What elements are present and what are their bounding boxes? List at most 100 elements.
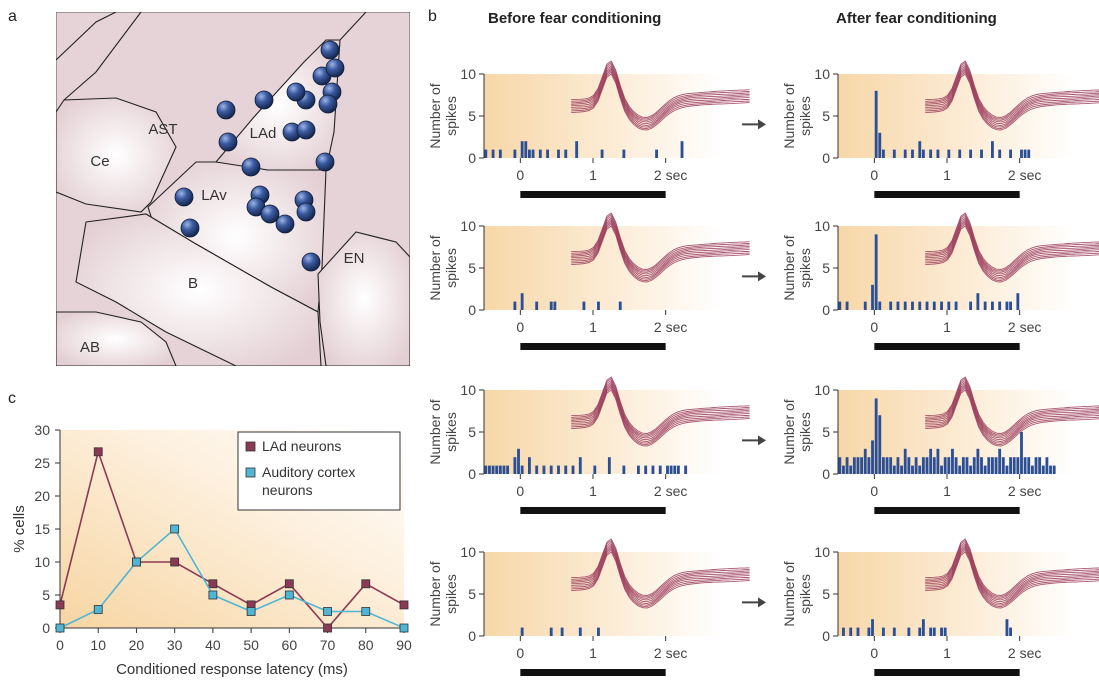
spike-bar: [1041, 465, 1045, 474]
neuron-dot-icon: [254, 90, 274, 110]
y-axis-label: Number of: [781, 83, 797, 148]
spike-bar: [987, 457, 991, 474]
histogram-panel: 0 5 10 Number of spikes 0 1 2 sec: [427, 212, 750, 350]
spike-bar: [918, 627, 922, 636]
y-tick-label: 5: [468, 586, 476, 602]
data-point: [208, 590, 218, 600]
spike-bar: [969, 301, 973, 310]
spike-bar: [644, 465, 648, 474]
spike-bar: [1001, 457, 1005, 474]
waveform-trace: [925, 223, 1099, 282]
spike-bar: [651, 465, 655, 474]
spike-bar: [571, 465, 575, 474]
y-axis-label: spikes: [443, 412, 459, 452]
waveform-trace: [925, 545, 1099, 603]
neuron-dot-icon: [241, 157, 261, 177]
legend-box: [237, 431, 401, 511]
spike-bar: [655, 149, 658, 158]
spike-bar: [856, 457, 860, 474]
spike-bar: [940, 301, 943, 310]
y-tick-label: 5: [822, 586, 830, 602]
spike-bar: [524, 141, 528, 158]
x-tick-label: 1: [589, 167, 597, 183]
data-point: [170, 524, 180, 534]
spike-bar: [578, 627, 582, 636]
waveform-trace: [571, 69, 750, 128]
x-tick-label: 1: [589, 319, 597, 335]
spike-bar: [878, 415, 882, 474]
stimulus-bar: [874, 191, 1020, 198]
data-point: [246, 607, 256, 616]
waveform-trace: [925, 71, 1099, 130]
spike-bar: [1005, 465, 1009, 474]
x-tick-label: 0: [516, 645, 524, 661]
spike-bar: [622, 465, 626, 474]
label-en: EN: [344, 250, 365, 267]
waveform-trace: [571, 213, 750, 272]
legend-label: Auditory cortex: [262, 464, 355, 480]
neuron-dot-icon: [325, 58, 345, 78]
y-axis-label: Number of: [781, 561, 797, 626]
waveform-trace: [571, 538, 750, 596]
spike-bar: [669, 465, 673, 474]
waveform-trace: [925, 225, 1099, 283]
spike-bar: [1052, 465, 1056, 474]
spike-bar: [582, 301, 586, 310]
spike-bar: [918, 465, 922, 474]
y-tick-label: 10: [460, 218, 476, 234]
spike-bar: [520, 627, 524, 636]
spike-bar: [1020, 432, 1023, 474]
waveform-trace: [571, 377, 750, 436]
y-tick-label: 0: [468, 628, 476, 644]
spike-bar: [658, 465, 662, 474]
waveform-trace: [571, 60, 750, 118]
spike-bar: [506, 465, 510, 474]
spike-bar: [1023, 149, 1027, 158]
x-tick-label: 0: [516, 483, 524, 499]
spike-bar: [542, 465, 546, 474]
spike-bar: [1012, 457, 1016, 474]
legend-swatch: [245, 441, 256, 452]
spike-bar: [856, 627, 860, 636]
spike-bar: [889, 301, 893, 310]
legend-label: neurons: [262, 482, 313, 498]
x-tick-label: 1: [943, 645, 951, 661]
label-b: B: [188, 275, 198, 292]
neuron-dots: [174, 40, 345, 272]
y-axis-label: spikes: [797, 96, 813, 136]
x-tick-label: 1: [943, 319, 951, 335]
stimulus-bar: [874, 343, 1020, 350]
spike-bar: [860, 457, 864, 474]
waveform-trace: [925, 549, 1099, 608]
y-tick-label: 10: [460, 544, 476, 560]
right-arrow-icon: [742, 597, 766, 608]
spike-bar: [622, 149, 626, 158]
waveform-trace: [571, 376, 750, 434]
legend: LAd neurons Auditory cortex neurons: [237, 431, 401, 511]
region-en: [317, 231, 410, 366]
spike-bar: [943, 457, 947, 474]
y-tick-label: 0: [468, 302, 476, 318]
waveform-trace: [571, 539, 750, 598]
spike-bar: [969, 465, 973, 474]
spike-bar: [878, 132, 882, 158]
waveform-trace: [571, 389, 750, 447]
x-tick-label: 60: [282, 637, 298, 653]
x-tick-label: 0: [870, 645, 878, 661]
spike-bar: [564, 149, 568, 158]
spike-bar: [528, 457, 531, 474]
spike-bar: [991, 457, 994, 474]
waveform-trace: [571, 387, 750, 446]
spike-bar: [867, 627, 871, 636]
waveform-trace: [925, 543, 1099, 601]
region-ce: [56, 97, 177, 213]
waveform-trace: [571, 541, 750, 599]
histogram-panel: 0 5 10 Number of spikes 0 1 2 sec: [427, 538, 750, 676]
spike-bar: [976, 448, 980, 474]
data-point: [170, 557, 180, 567]
spike-bar: [673, 465, 677, 474]
spike-bar: [929, 448, 933, 474]
spike-bar: [849, 627, 853, 636]
y-tick-label: 15: [34, 521, 50, 537]
waveform-trace: [571, 223, 750, 282]
